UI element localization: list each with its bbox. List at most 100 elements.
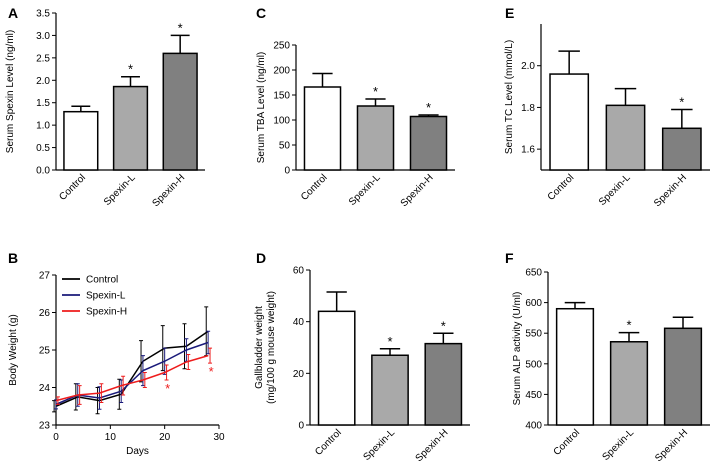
panel-A: A 0.0 0.5 1.0 1.5 2.0 2.5 3.0 3.5 Serum Spexin Le… bbox=[5, 5, 205, 209]
panel-E: E 1.6 1.8 2.0 Serum TC Level (mmol/L) Control… bbox=[504, 5, 710, 209]
x-tick-label: 10 bbox=[105, 432, 117, 443]
y-axis-label: Serum Spexin Level (ng/ml) bbox=[5, 30, 16, 153]
y-tick-label: 600 bbox=[525, 298, 542, 309]
y-axis-label: Serum TBA Level (ng/ml) bbox=[256, 52, 267, 164]
bar-control bbox=[549, 73, 590, 171]
x-tick-label: Spexin-H bbox=[652, 172, 689, 209]
y-tick-label: 50 bbox=[279, 141, 291, 152]
y-tick-label: 500 bbox=[525, 359, 542, 370]
bar-spexin-l bbox=[371, 354, 409, 426]
x-tick-label: 20 bbox=[159, 432, 171, 443]
x-tick-label: 30 bbox=[213, 432, 225, 443]
legend-label: Control bbox=[86, 275, 118, 286]
bar-spexin-l bbox=[609, 341, 649, 426]
y-tick-label: 200 bbox=[273, 66, 290, 77]
y-tick-label: 400 bbox=[525, 421, 542, 432]
x-tick-label: Control bbox=[313, 427, 344, 458]
y-axis-label: Body Weight (g) bbox=[8, 314, 19, 386]
significance-star: * bbox=[626, 318, 631, 333]
y-tick-label: 2.0 bbox=[36, 76, 50, 87]
y-tick-label: 2.0 bbox=[521, 61, 535, 72]
y-tick-label: 1.0 bbox=[36, 121, 50, 132]
significance-star: * bbox=[128, 62, 133, 77]
bar-spexin-h bbox=[663, 327, 703, 426]
x-tick-label: Spexin-H bbox=[150, 172, 187, 209]
y-tick-label: 100 bbox=[273, 116, 290, 127]
y-tick-label: 2.5 bbox=[36, 53, 50, 64]
y-tick-label: 0.5 bbox=[36, 143, 50, 154]
significance-star: * bbox=[679, 95, 684, 110]
panel-F: F 400 450 500 550 600 650 Serum ALP activity (U… bbox=[505, 250, 710, 464]
y-tick-label: 650 bbox=[525, 268, 542, 279]
y-tick-label: 0 bbox=[298, 421, 304, 432]
bar-control bbox=[303, 86, 342, 171]
y-tick-label: 0 bbox=[284, 166, 290, 177]
series-line-spexin-l bbox=[55, 341, 209, 406]
x-tick-label: Spexin-H bbox=[414, 427, 451, 464]
y-tick-label: 250 bbox=[273, 41, 290, 52]
x-tick-label: Spexin-L bbox=[361, 427, 397, 463]
bar-spexin-l bbox=[605, 104, 646, 171]
x-tick-label: Spexin-L bbox=[347, 172, 383, 208]
bar-spexin-l bbox=[356, 105, 395, 171]
y-tick-label: 25 bbox=[39, 346, 51, 357]
y-tick-label: 550 bbox=[525, 329, 542, 340]
panel-D: D 0 20 40 60 Gallbladder weight(mg/100 g mous… bbox=[254, 250, 470, 464]
panel-letter: E bbox=[505, 5, 514, 21]
y-tick-label: 3.0 bbox=[36, 31, 50, 42]
significance-star: * bbox=[178, 20, 183, 35]
significance-star: * bbox=[387, 334, 392, 349]
y-tick-label: 23 bbox=[39, 421, 51, 432]
y-tick-label: 1.6 bbox=[521, 145, 535, 156]
x-axis-label: Days bbox=[126, 446, 149, 457]
significance-star: * bbox=[373, 84, 378, 99]
panel-B: B 23 24 25 26 27 0 10 20 30 Days Body Weight (g) * * C… bbox=[8, 250, 225, 457]
x-tick-label: Spexin-H bbox=[653, 427, 690, 464]
y-tick-label: 40 bbox=[293, 317, 305, 328]
legend-label: Spexin-H bbox=[86, 307, 127, 318]
bar-spexin-h bbox=[424, 342, 463, 426]
significance-star: * bbox=[165, 381, 170, 396]
x-tick-label: Control bbox=[299, 172, 330, 203]
panel-letter: B bbox=[8, 250, 18, 266]
panel-letter: F bbox=[505, 250, 514, 266]
y-tick-label: 26 bbox=[39, 308, 51, 319]
y-tick-label: 27 bbox=[39, 271, 51, 282]
y-tick-label: 1.8 bbox=[521, 103, 535, 114]
significance-star: * bbox=[209, 364, 214, 379]
panel-letter: D bbox=[256, 250, 266, 266]
bar-spexin-h bbox=[162, 52, 198, 171]
y-tick-label: 0.0 bbox=[36, 166, 50, 177]
y-tick-label: 60 bbox=[293, 266, 305, 277]
bar-spexin-h bbox=[661, 127, 702, 171]
y-axis-label-line: Gallbladder weight bbox=[254, 306, 265, 389]
series-line-control bbox=[55, 330, 209, 407]
x-tick-label: 0 bbox=[53, 432, 59, 443]
significance-star: * bbox=[441, 318, 446, 333]
panel-letter: A bbox=[8, 5, 18, 21]
bar-control bbox=[63, 110, 99, 171]
series-line-spexin-h bbox=[55, 354, 209, 402]
panel-C: C 0 50 100 150 200 250 Serum TBA Level (ng/ml) C… bbox=[256, 5, 455, 209]
y-axis-label: Serum TC Level (mmol/L) bbox=[504, 40, 515, 154]
y-axis-label: Serum ALP activity (U/ml) bbox=[512, 292, 523, 406]
legend-label: Spexin-L bbox=[86, 291, 126, 302]
bar-control bbox=[317, 310, 356, 426]
x-tick-label: Control bbox=[552, 427, 583, 458]
y-tick-label: 20 bbox=[293, 369, 305, 380]
y-axis-label: Gallbladder weight(mg/100 g mouse weight… bbox=[254, 291, 277, 404]
x-tick-label: Spexin-H bbox=[399, 172, 436, 209]
bar-spexin-h bbox=[409, 115, 448, 171]
bar-spexin-l bbox=[112, 85, 149, 171]
y-tick-label: 450 bbox=[525, 390, 542, 401]
y-tick-label: 24 bbox=[39, 383, 51, 394]
y-tick-label: 3.5 bbox=[36, 9, 50, 20]
y-tick-label: 1.5 bbox=[36, 98, 50, 109]
significance-star: * bbox=[426, 100, 431, 115]
y-tick-label: 150 bbox=[273, 91, 290, 102]
panel-letter: C bbox=[256, 5, 266, 21]
x-tick-label: Control bbox=[546, 172, 577, 203]
bar-control bbox=[555, 307, 595, 426]
y-axis-label-line: (mg/100 g mouse weight) bbox=[266, 291, 277, 404]
